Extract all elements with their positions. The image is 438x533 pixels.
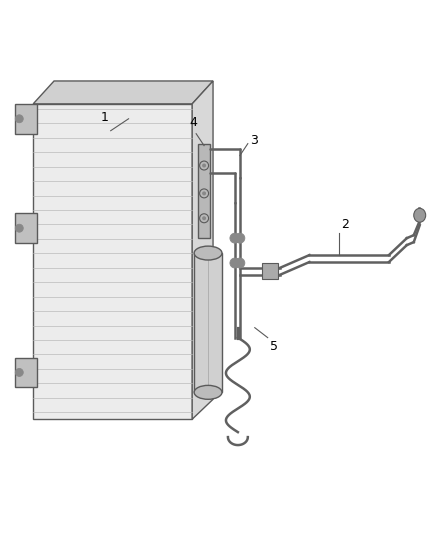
Polygon shape [33,104,192,419]
Text: 1: 1 [101,111,109,124]
Polygon shape [262,263,278,279]
Circle shape [15,368,23,376]
Ellipse shape [414,208,426,222]
Circle shape [230,258,240,268]
Polygon shape [194,253,222,392]
Text: 4: 4 [189,116,197,129]
Circle shape [202,164,206,167]
Circle shape [202,216,206,220]
Text: 3: 3 [250,134,258,147]
Polygon shape [15,104,37,134]
Polygon shape [198,144,210,238]
Ellipse shape [194,385,222,399]
Circle shape [202,191,206,196]
Text: 5: 5 [270,340,278,353]
Ellipse shape [194,246,222,260]
Circle shape [235,258,245,268]
Polygon shape [15,213,37,243]
Text: 2: 2 [341,218,349,231]
Circle shape [230,233,240,243]
Polygon shape [33,81,213,104]
Polygon shape [15,358,37,387]
Circle shape [15,115,23,123]
Circle shape [15,224,23,232]
Circle shape [235,233,245,243]
Polygon shape [192,81,213,419]
